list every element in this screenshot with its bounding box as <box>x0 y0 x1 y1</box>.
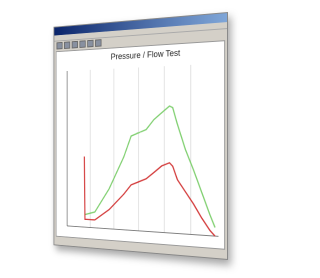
tool-button[interactable] <box>95 39 101 47</box>
tool-button[interactable] <box>87 40 93 48</box>
tool-button[interactable] <box>79 40 85 48</box>
screen: Pressure / Flow Test <box>0 0 246 278</box>
tool-button[interactable] <box>72 41 78 49</box>
tool-button[interactable] <box>64 41 70 49</box>
plot-panel: Pressure / Flow Test <box>56 40 225 250</box>
app-window: Pressure / Flow Test <box>54 12 228 260</box>
x-axis <box>67 226 218 236</box>
chart-title: Pressure / Flow Test <box>111 48 181 61</box>
chart: Pressure / Flow Test <box>57 41 225 248</box>
series-line <box>85 105 215 227</box>
tool-button[interactable] <box>57 42 63 49</box>
